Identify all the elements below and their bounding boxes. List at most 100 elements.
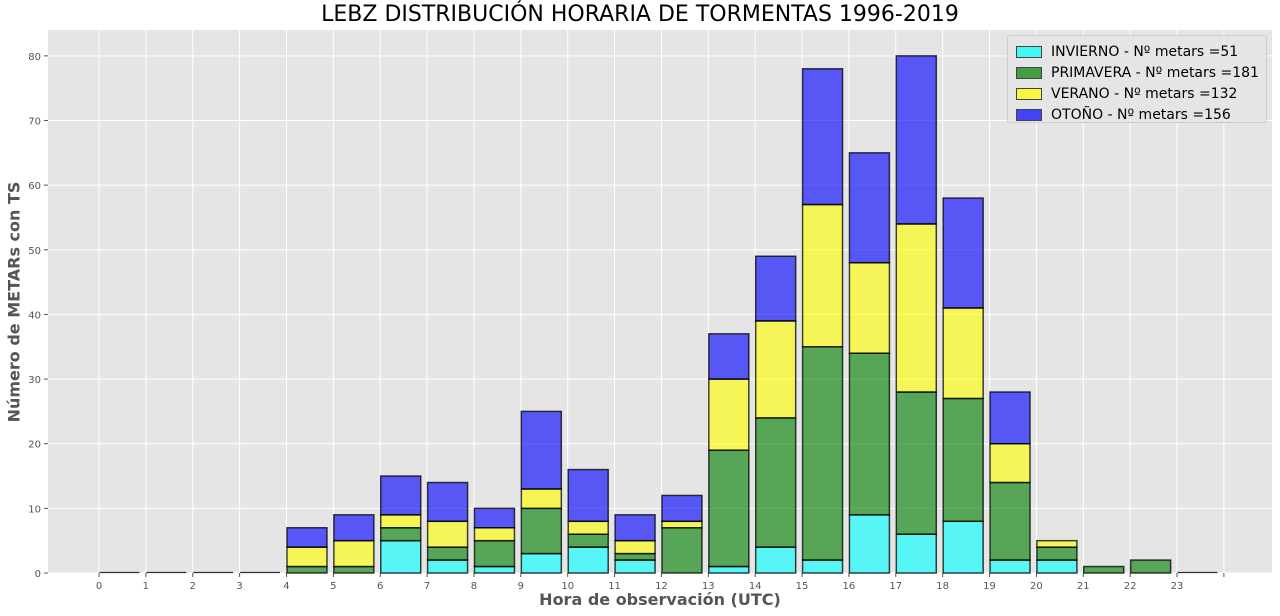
- x-tick-label: 2: [190, 581, 196, 592]
- bar-segment-series-1: [1129, 559, 1172, 574]
- legend-item: INVIERNO - Nº metars =51: [1016, 41, 1258, 62]
- bar-segment-series-1: [942, 397, 984, 523]
- bar-segment-series-2: [426, 520, 469, 548]
- bar-segment-series-2: [942, 307, 984, 400]
- bar-segment-series-3: [942, 197, 984, 309]
- bar-segment-series-1: [1036, 546, 1078, 561]
- bar-segment-series-0: [473, 565, 516, 574]
- bar-segment-series-1: [379, 527, 422, 542]
- y-tick-label: 60: [28, 181, 41, 192]
- bar-segment-series-1: [754, 417, 797, 548]
- legend-item: OTOÑO - Nº metars =156: [1016, 104, 1258, 125]
- x-tick-label: 17: [889, 581, 902, 592]
- bar-segment-series-0: [801, 559, 844, 574]
- bar-segment-series-3: [567, 468, 609, 523]
- bar-segment-series-0: [520, 552, 563, 574]
- x-tick-label: 9: [518, 581, 524, 592]
- bar-segment-series-2: [286, 546, 328, 568]
- bar-segment-series-3: [286, 527, 328, 548]
- legend-label: VERANO - Nº metars =132: [1051, 85, 1238, 102]
- legend-swatch: [1016, 108, 1042, 121]
- legend-item: VERANO - Nº metars =132: [1016, 83, 1258, 104]
- x-tick-label: 19: [983, 581, 996, 592]
- bar-segment-series-2: [614, 539, 656, 555]
- y-tick-label: 50: [28, 246, 41, 257]
- bar-segment-series-2: [895, 223, 938, 393]
- bar-segment-series-1: [989, 481, 1031, 561]
- x-tick-label: 6: [377, 581, 383, 592]
- bar-segment-series-1: [567, 533, 609, 548]
- bar-segment-series-0: [989, 559, 1031, 574]
- x-tick-label: 23: [1171, 581, 1184, 592]
- bar-segment-series-1: [426, 546, 469, 561]
- bar-segment-series-1: [333, 565, 375, 574]
- bar-segment-series-3: [754, 255, 797, 322]
- bar-segment-series-2: [333, 539, 375, 568]
- bar-segment-series-1: [1083, 565, 1125, 574]
- bar-segment-series-0: [614, 559, 656, 574]
- x-tick-label: 22: [1124, 581, 1137, 592]
- x-tick-label: 10: [561, 581, 574, 592]
- chart-title: LEBZ DISTRIBUCIÓN HORARIA DE TORMENTAS 1…: [321, 2, 959, 27]
- bar-segment-series-0: [1036, 559, 1078, 574]
- legend-label: PRIMAVERA - Nº metars =181: [1051, 64, 1259, 81]
- y-tick-label: 80: [28, 52, 41, 63]
- bar-segment-series-3: [708, 333, 750, 380]
- x-tick-label: 13: [702, 581, 715, 592]
- x-tick-label: 7: [424, 581, 430, 592]
- bar-segment-series-3: [473, 507, 516, 529]
- bar-segment-series-3: [989, 391, 1031, 445]
- bar-segment-series-3: [848, 152, 891, 264]
- bar-segment-series-0: [426, 559, 469, 574]
- bar-segment-series-1: [708, 449, 750, 568]
- x-tick-label: 15: [796, 581, 809, 592]
- x-tick-label: 4: [283, 581, 289, 592]
- y-tick-label: 0: [35, 569, 41, 580]
- legend-item: PRIMAVERA - Nº metars =181: [1016, 62, 1259, 83]
- y-axis-label: Número de METARs con TS: [4, 181, 24, 423]
- legend-label: OTOÑO - Nº metars =156: [1051, 106, 1231, 123]
- bar-segment-series-1: [614, 552, 656, 561]
- x-axis-label: Hora de observación (UTC): [539, 590, 781, 609]
- bar-segment-series-3: [520, 410, 563, 490]
- x-tick-label: 11: [608, 581, 621, 592]
- x-tick-label: 21: [1077, 581, 1090, 592]
- bar-segment-series-1: [661, 527, 703, 574]
- bar-segment-series-0: [942, 520, 984, 574]
- bar-segment-series-2: [754, 320, 797, 419]
- bar-segment-series-0: [754, 546, 797, 574]
- y-tick-label: 30: [28, 375, 41, 386]
- legend: INVIERNO - Nº metars =51 PRIMAVERA - Nº m…: [1007, 35, 1267, 123]
- bar-segment-series-3: [895, 55, 938, 225]
- bar-segment-series-0: [567, 546, 609, 574]
- x-tick-label: 20: [1030, 581, 1043, 592]
- x-tick-label: 1: [143, 581, 149, 592]
- bar-segment-series-1: [520, 507, 563, 555]
- x-tick-label: 3: [236, 581, 242, 592]
- bar-segment-series-3: [333, 514, 375, 542]
- bar-segment-series-3: [801, 68, 844, 206]
- x-tick-label: 5: [330, 581, 336, 592]
- y-tick-label: 40: [28, 310, 41, 321]
- bar-segment-series-3: [661, 494, 703, 523]
- bar-segment-series-0: [379, 539, 422, 574]
- bar-segment-series-2: [567, 520, 609, 535]
- y-tick-label: 70: [28, 117, 41, 128]
- bar-segment-series-0: [708, 565, 750, 574]
- legend-swatch: [1016, 45, 1042, 58]
- x-tick-label: 18: [936, 581, 949, 592]
- x-tick-label: 12: [655, 581, 668, 592]
- bar-segment-series-3: [614, 514, 656, 542]
- x-tick-label: 16: [843, 581, 856, 592]
- bar-segment-series-2: [989, 442, 1031, 484]
- bar-segment-series-1: [801, 346, 844, 561]
- bar-segment-series-1: [848, 352, 891, 516]
- bar-segment-series-2: [801, 203, 844, 348]
- bar-segment-series-1: [286, 565, 328, 574]
- bar-segment-series-3: [379, 475, 422, 516]
- bar-segment-series-2: [379, 514, 422, 529]
- legend-swatch: [1016, 87, 1042, 100]
- bar-segment-series-2: [1036, 539, 1078, 548]
- bar-segment-series-0: [848, 514, 891, 574]
- bar-segment-series-1: [895, 391, 938, 535]
